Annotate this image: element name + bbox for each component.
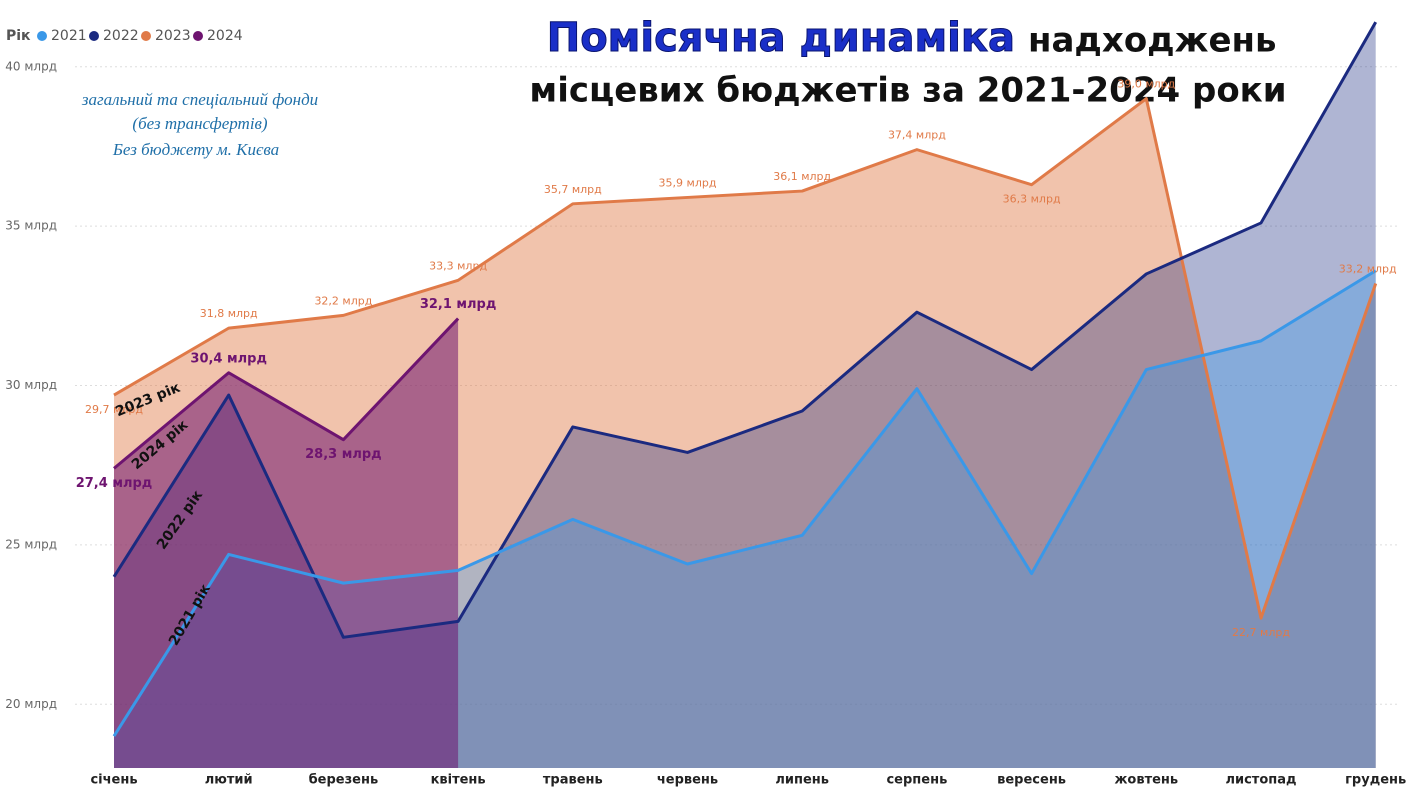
x-tick-label: жовтень: [1114, 773, 1178, 788]
x-tick-label: липень: [775, 773, 829, 788]
data-label: 36,1 млрд: [773, 170, 831, 183]
data-label: 22,7 млрд: [1232, 626, 1290, 639]
data-label: 30,4 млрд: [190, 351, 267, 366]
legend-label: 2024: [207, 28, 243, 44]
y-tick-label: 20 млрд: [5, 697, 57, 711]
x-tick-label: червень: [657, 773, 718, 788]
y-tick-label: 25 млрд: [5, 537, 57, 551]
area: [114, 318, 459, 768]
x-tick-label: квітень: [431, 773, 486, 788]
subtitle: загальний та спеціальний фонди: [81, 90, 318, 109]
legend-marker: [141, 31, 151, 41]
data-label: 36,3 млрд: [1003, 193, 1061, 206]
subtitle: (без трансфертів): [132, 114, 268, 133]
legend-marker: [89, 31, 99, 41]
x-tick-label: травень: [543, 773, 603, 788]
area: [114, 22, 1376, 768]
x-tick-label: грудень: [1345, 773, 1406, 788]
line: [113, 97, 1378, 620]
legend-marker: [37, 31, 47, 41]
y-tick-label: 35 млрд: [5, 219, 57, 233]
data-label: 32,2 млрд: [314, 294, 372, 307]
legend-label: 2022: [103, 28, 139, 44]
data-label: 37,4 млрд: [888, 129, 946, 142]
chart-title: надходжень: [1028, 21, 1277, 61]
data-label: 28,3 млрд: [305, 447, 382, 462]
x-tick-label: січень: [90, 773, 137, 788]
y-tick-label: 40 млрд: [5, 59, 57, 73]
data-label: 39,0 млрд: [1117, 78, 1175, 91]
x-tick-label: березень: [309, 773, 379, 788]
y-tick-label: 30 млрд: [5, 378, 57, 392]
legend-title: Рік: [6, 28, 31, 44]
subtitle: Без бюджету м. Києва: [112, 140, 279, 159]
legend-marker: [193, 31, 203, 41]
x-tick-label: вересень: [997, 773, 1066, 788]
data-label: 27,4 млрд: [76, 476, 153, 491]
line: [112, 21, 1378, 639]
legend-label: 2021: [51, 28, 87, 44]
chart-title: Помісячна динаміка: [547, 15, 1015, 61]
data-label: 31,8 млрд: [200, 307, 258, 320]
x-tick-label: лютий: [205, 773, 253, 788]
data-label: 33,3 млрд: [429, 259, 487, 272]
line: [113, 317, 460, 470]
data-label: 32,1 млрд: [420, 297, 497, 312]
data-label: 35,9 млрд: [659, 176, 717, 189]
x-tick-label: серпень: [886, 773, 947, 788]
data-label: 35,7 млрд: [544, 183, 602, 196]
x-tick-label: листопад: [1225, 773, 1296, 788]
line: [112, 269, 1377, 737]
data-label: 33,2 млрд: [1339, 263, 1397, 276]
data-label: 29,7 млрд: [85, 403, 143, 416]
chart-title: місцевих бюджетів за 2021-2024 роки: [529, 71, 1286, 111]
legend-label: 2023: [155, 28, 191, 44]
